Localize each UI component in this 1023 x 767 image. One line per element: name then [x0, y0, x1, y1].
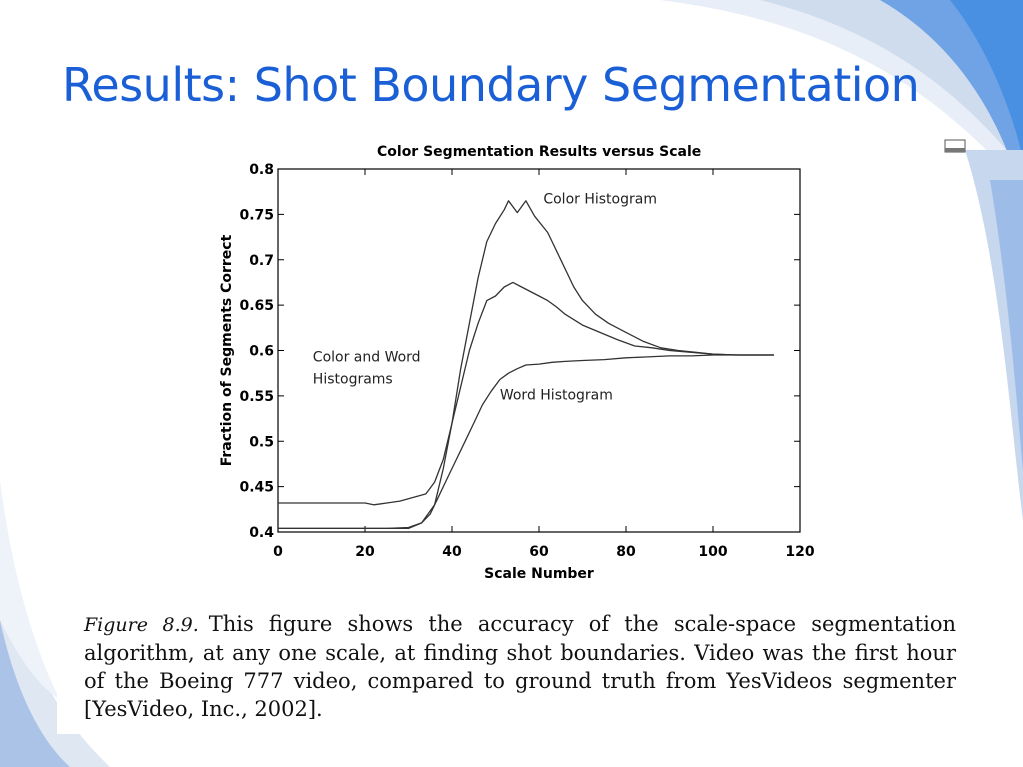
y-tick-label: 0.5	[249, 434, 274, 450]
figure-caption: Figure 8.9. This figure shows the accurac…	[84, 610, 956, 723]
annotation-label: Color and Word	[313, 349, 421, 365]
annotation-label: Word Histogram	[500, 388, 613, 404]
series-line-1	[278, 281, 774, 506]
x-tick-label: 80	[616, 544, 636, 560]
figure-container: Color Segmentation Results versus Scale 0…	[57, 132, 965, 734]
slide-title: Results: Shot Boundary Segmentation	[62, 58, 920, 112]
series-line-0	[278, 200, 774, 530]
x-tick-label: 40	[442, 544, 462, 560]
annotation-label: Color Histogram	[543, 191, 657, 207]
caption-text: This figure shows the accuracy of the sc…	[84, 612, 956, 721]
x-tick-label: 120	[785, 544, 814, 560]
y-tick-label: 0.65	[239, 298, 274, 314]
y-tick-label: 0.4	[249, 525, 274, 541]
y-tick-label: 0.75	[239, 207, 274, 223]
x-tick-label: 0	[273, 544, 283, 560]
caption-label: Figure 8.9.	[84, 614, 199, 636]
corner-icon	[944, 139, 966, 153]
y-tick-label: 0.45	[239, 480, 274, 496]
series-line-2	[278, 354, 774, 530]
x-axis-label: Scale Number	[484, 566, 594, 582]
y-tick-label: 0.55	[239, 389, 274, 405]
annotation-label: Histograms	[313, 371, 393, 387]
line-chart: Color Segmentation Results versus Scale 0…	[219, 144, 815, 582]
x-tick-label: 60	[529, 544, 549, 560]
y-tick-label: 0.6	[249, 344, 274, 360]
y-tick-label: 0.8	[249, 162, 274, 178]
x-tick-label: 20	[355, 544, 375, 560]
y-axis-label: Fraction of Segments Correct	[219, 234, 235, 466]
x-tick-label: 100	[698, 544, 727, 560]
chart-title: Color Segmentation Results versus Scale	[377, 144, 701, 160]
plot-frame	[277, 168, 801, 533]
y-tick-label: 0.7	[249, 253, 274, 269]
